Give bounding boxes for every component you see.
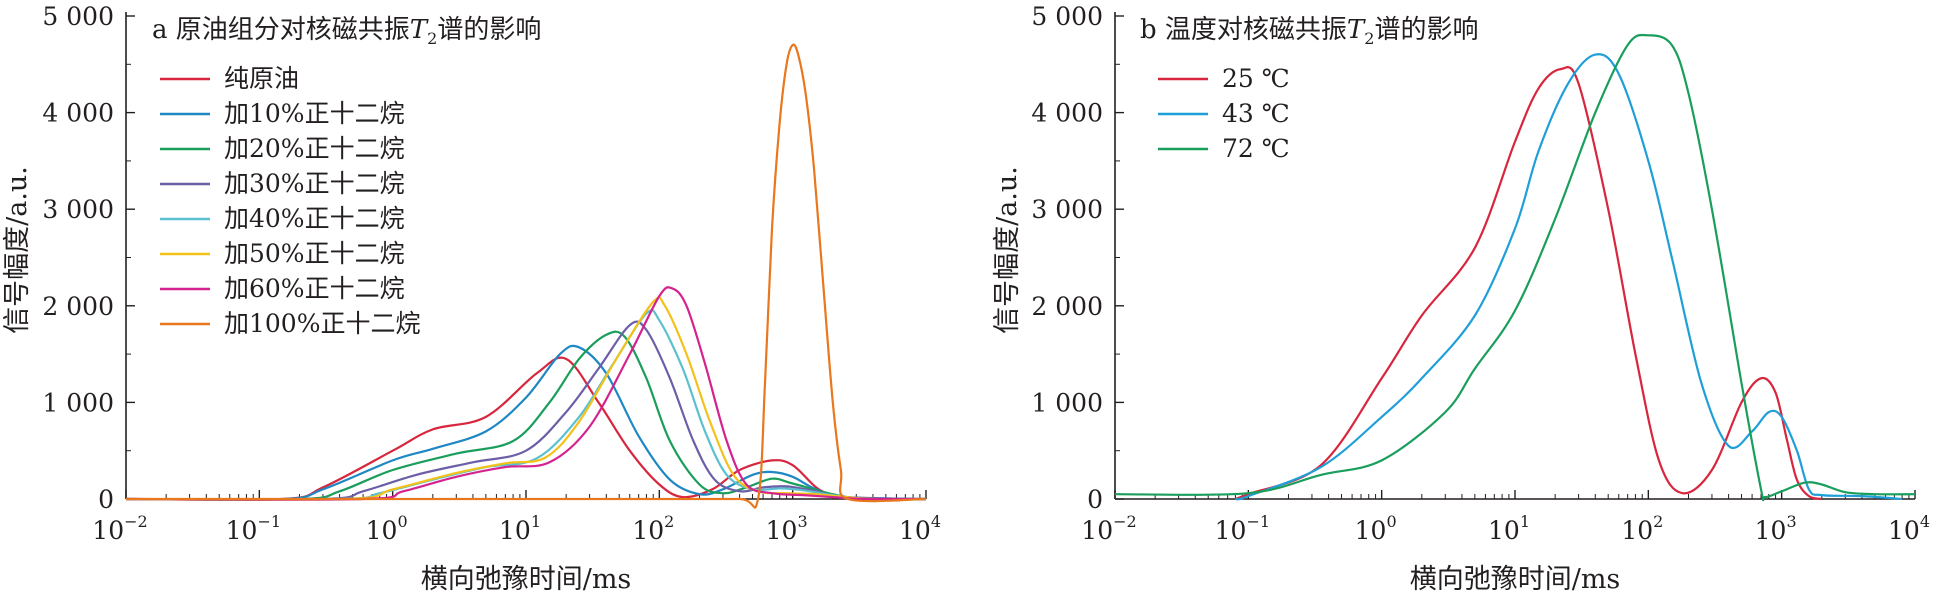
- y-tick-label: 1 000: [42, 388, 114, 417]
- y-tick-label: 2 000: [1031, 292, 1103, 321]
- legend-label: 加20%正十二烷: [224, 134, 405, 163]
- x-tick-label: 102: [632, 512, 674, 545]
- y-tick-label: 3 000: [42, 195, 114, 224]
- y-tick-label: 0: [1087, 485, 1103, 514]
- legend-label: 加50%正十二烷: [224, 239, 405, 268]
- series-line: [125, 320, 927, 501]
- panel-b-legend: 25 ℃ 43 ℃ 72 ℃: [1158, 64, 1290, 163]
- legend-label: 纯原油: [224, 64, 299, 93]
- y-tick-label: 4 000: [42, 99, 114, 128]
- panel-b-title: b 温度对核磁共振T2谱的影响: [1140, 15, 1478, 48]
- panel-a-ylabel: 信号幅度/a.u.: [2, 166, 33, 334]
- series-line: [125, 286, 927, 501]
- panel-b-axes: 10−2 10−1 100 101 102 103 104 0 1 000 2 000 3 000 4…: [1031, 2, 1930, 545]
- panel-a-xlabel: 横向弛豫时间/ms: [421, 564, 632, 595]
- x-tick-label: 103: [1755, 512, 1797, 545]
- y-tick-label: 0: [98, 485, 114, 514]
- x-tick-label: 101: [499, 512, 541, 545]
- y-tick-label: 2 000: [42, 292, 114, 321]
- y-tick-label: 4 000: [1031, 99, 1103, 128]
- legend-label: 加30%正十二烷: [224, 169, 405, 198]
- series-line: [1235, 53, 1903, 501]
- panel-b-title-prefix: b 温度对核磁共振: [1140, 15, 1347, 45]
- panel-a-title-suffix: 谱的影响: [437, 15, 541, 45]
- legend-label: 加60%正十二烷: [224, 274, 405, 303]
- legend-label: 72 ℃: [1222, 134, 1290, 163]
- panel-a-title-prefix: a 原油组分对核磁共振: [152, 15, 410, 45]
- x-tick-label: 10−2: [1081, 512, 1136, 545]
- x-tick-label: 10−1: [1215, 512, 1270, 545]
- panel-a-title-var: T: [410, 15, 429, 45]
- y-tick-label: 5 000: [1031, 2, 1103, 31]
- x-tick-label: 102: [1621, 512, 1663, 545]
- x-tick-label: 103: [766, 512, 808, 545]
- series-line: [1114, 33, 1916, 502]
- panel-a-legend: 纯原油加10%正十二烷加20%正十二烷加30%正十二烷加40%正十二烷加50%正…: [160, 64, 420, 338]
- y-tick-label: 3 000: [1031, 195, 1103, 224]
- panel-b-ylabel: 信号幅度/a.u.: [992, 166, 1023, 334]
- x-tick-label: 10−1: [226, 512, 281, 545]
- x-tick-label: 100: [366, 512, 408, 545]
- legend-label: 加100%正十二烷: [224, 309, 420, 338]
- panel-b-title-var: T: [1347, 15, 1366, 45]
- chart-panel-a: 10−2 10−1 100 101 102 103 104 0 1 000 2 000 3 000 4…: [2, 2, 941, 595]
- series-line: [1235, 66, 1823, 501]
- x-tick-label: 104: [1888, 512, 1930, 545]
- y-tick-label: 1 000: [1031, 388, 1103, 417]
- series-line: [125, 356, 927, 501]
- panel-b-title-suffix: 谱的影响: [1374, 15, 1478, 45]
- x-tick-label: 101: [1488, 512, 1530, 545]
- legend-label: 43 ℃: [1222, 99, 1290, 128]
- legend-label: 25 ℃: [1222, 64, 1290, 93]
- x-tick-label: 104: [899, 512, 941, 545]
- x-tick-label: 100: [1355, 512, 1397, 545]
- y-tick-label: 5 000: [42, 2, 114, 31]
- panel-b-title-sub: 2: [1364, 29, 1374, 48]
- x-tick-label: 10−2: [92, 512, 147, 545]
- panel-b-series: [1114, 33, 1916, 502]
- chart-panel-b: 10−2 10−1 100 101 102 103 104 0 1 000 2 000 3 000 4…: [992, 2, 1930, 595]
- panel-a-title: a 原油组分对核磁共振T2谱的影响: [152, 15, 541, 48]
- legend-label: 加40%正十二烷: [224, 204, 405, 233]
- series-line: [126, 43, 927, 509]
- legend-label: 加10%正十二烷: [224, 99, 405, 128]
- panel-a-series: [125, 43, 927, 509]
- panel-a-title-sub: 2: [427, 29, 437, 48]
- series-line: [125, 296, 927, 501]
- panel-b-xlabel: 横向弛豫时间/ms: [1410, 564, 1621, 595]
